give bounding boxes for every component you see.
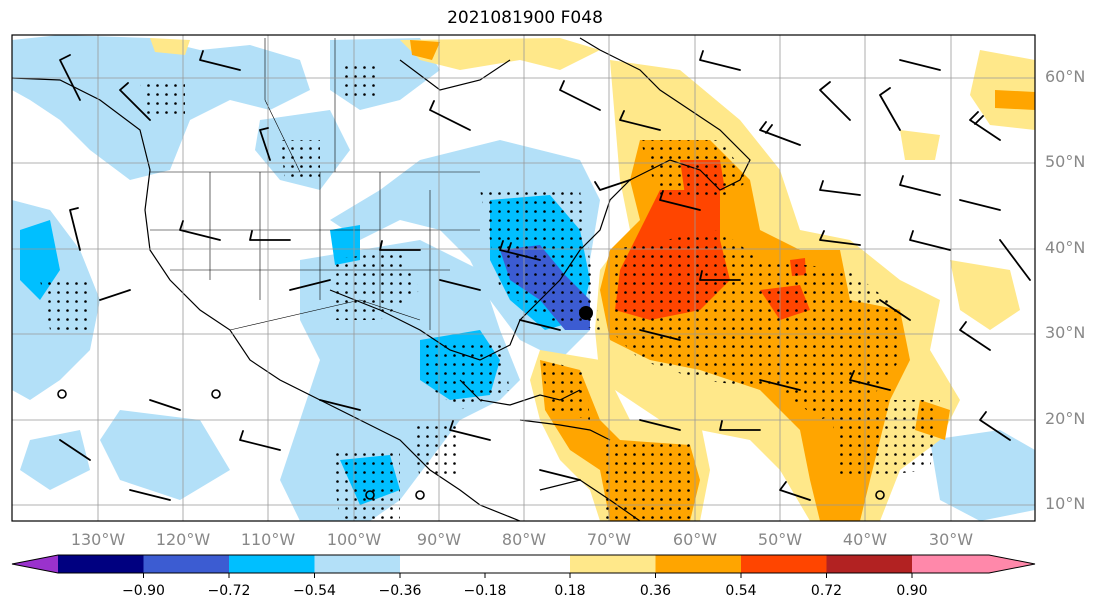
- lon-label-120w: 120°W: [155, 530, 211, 549]
- colorbar: [11, 554, 1036, 578]
- colorbar-tick-label: 0.90: [896, 583, 928, 599]
- colorbar-segment-2: [143, 555, 229, 573]
- lon-label-30w: 30°W: [928, 530, 974, 549]
- map-title: 2021081900 F048: [447, 8, 603, 28]
- colorbar-segment-4: [314, 555, 400, 573]
- colorbar-segment-8: [741, 555, 827, 573]
- lon-label-100w: 100°W: [326, 530, 382, 549]
- lat-label-10n: 10°N: [1045, 494, 1086, 513]
- colorbar-tick-label: 0.36: [639, 583, 672, 599]
- wind-barbs: [59, 50, 1031, 501]
- political-borders: [150, 38, 480, 331]
- colorbar-tick-label: −0.18: [463, 583, 507, 599]
- colorbar-tick-label: 0.54: [725, 583, 757, 599]
- lat-label-50n: 50°N: [1045, 152, 1086, 171]
- colorbar-segment-6: [570, 555, 656, 573]
- lon-label-70w: 70°W: [586, 530, 632, 549]
- lon-label-110w: 110°W: [240, 530, 296, 549]
- colorbar-segment-7: [655, 555, 741, 573]
- colorbar-tick-label: −0.72: [207, 583, 251, 599]
- gridlines: [12, 35, 1035, 521]
- lat-label-30n: 30°N: [1045, 323, 1086, 342]
- lon-label-130w: 130°W: [70, 530, 126, 549]
- calm-wind-circles: [57, 389, 885, 500]
- colorbar-tick-label: −0.90: [122, 583, 165, 599]
- colorbar-segment-10: [912, 555, 989, 573]
- lon-label-50w: 50°W: [757, 530, 803, 549]
- lon-label-80w: 80°W: [501, 530, 547, 549]
- colorbar-tick-label: −0.54: [293, 583, 336, 599]
- lon-label-90w: 90°W: [416, 530, 462, 549]
- colorbar-segment-5: [400, 555, 570, 573]
- lat-label-20n: 20°N: [1045, 409, 1086, 428]
- colorbar-segment-9: [826, 555, 912, 573]
- colorbar-segment-1: [58, 555, 144, 573]
- colorbar-segment-0: [12, 555, 58, 573]
- colorbar-outline: [11, 554, 1036, 574]
- colorbar-tick-label: 0.18: [554, 583, 586, 599]
- colorbar-tick-label: 0.72: [810, 583, 843, 599]
- lon-label-40w: 40°W: [842, 530, 888, 549]
- map-frame: [11, 34, 1036, 522]
- colorbar-tick-label: −0.36: [378, 583, 422, 599]
- lat-label-40n: 40°N: [1045, 238, 1086, 257]
- colorbar-segment-11: [989, 555, 1035, 573]
- colorbar-segment-3: [229, 555, 315, 573]
- lon-label-60w: 60°W: [672, 530, 718, 549]
- lat-label-60n: 60°N: [1045, 67, 1086, 86]
